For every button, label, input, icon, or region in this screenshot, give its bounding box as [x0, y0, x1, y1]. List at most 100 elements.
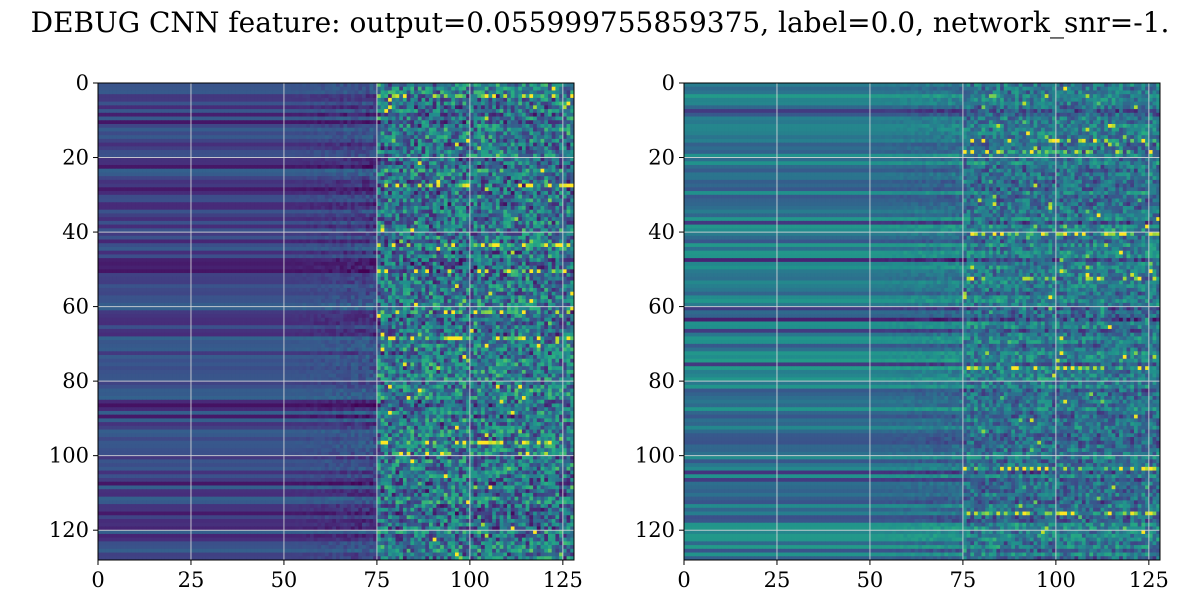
heatmap-cell [283, 183, 289, 188]
heatmap-cell [443, 142, 448, 147]
heatmap-cell [540, 97, 545, 103]
heatmap-cell [455, 161, 460, 166]
heatmap-cell [168, 86, 173, 91]
heatmap-cell [566, 220, 571, 226]
heatmap-cell [112, 191, 117, 196]
heatmap-cell [384, 191, 389, 196]
heatmap-cell [425, 191, 430, 196]
heatmap-cell [138, 153, 144, 158]
heatmap-cell [395, 105, 400, 110]
heatmap-cell [217, 202, 222, 207]
heatmap-cell [276, 220, 281, 226]
heatmap-cell [176, 172, 181, 177]
heatmap-cell [127, 213, 132, 218]
heatmap-cell [350, 161, 355, 166]
heatmap-cell [451, 94, 456, 99]
heatmap-cell [507, 172, 512, 177]
heatmap-cell [246, 168, 251, 173]
heatmap-cell [157, 198, 162, 203]
heatmap-cell [127, 135, 132, 140]
heatmap-cell [309, 90, 315, 95]
heatmap-cell [239, 97, 244, 103]
heatmap-cell [399, 168, 404, 173]
heatmap-cell [224, 120, 229, 125]
heatmap-cell [257, 194, 263, 199]
heatmap-cell [142, 109, 147, 114]
heatmap-cell [217, 176, 222, 181]
heatmap-cell [336, 97, 341, 103]
heatmap-cell [283, 153, 289, 158]
heatmap-cell [391, 224, 396, 229]
heatmap-cell [559, 94, 564, 99]
heatmap-cell [213, 101, 218, 106]
heatmap-cell [384, 172, 389, 177]
heatmap-cell [428, 90, 434, 95]
heatmap-cell [153, 116, 158, 121]
heatmap-cell [109, 127, 114, 132]
heatmap-cell [499, 220, 504, 226]
heatmap-cell [287, 205, 292, 211]
heatmap-cell [198, 101, 203, 106]
heatmap-cell [391, 209, 396, 214]
heatmap-cell [451, 172, 456, 177]
heatmap-cell [135, 164, 140, 170]
heatmap-cell [347, 112, 352, 117]
heatmap-cell [205, 86, 210, 91]
heatmap-cell [339, 179, 344, 185]
heatmap-cell [295, 164, 300, 170]
heatmap-cell [321, 161, 326, 166]
heatmap-cell [521, 131, 527, 136]
heatmap-cell [228, 109, 233, 114]
heatmap-cell [224, 109, 229, 114]
heatmap-cell [518, 224, 523, 229]
heatmap-cell [373, 83, 378, 88]
heatmap-cell [503, 161, 508, 166]
heatmap-cell [417, 131, 422, 136]
heatmap-cell [347, 161, 352, 166]
heatmap-cell [283, 202, 289, 207]
heatmap-cell [120, 83, 125, 88]
heatmap-cell [146, 131, 151, 136]
heatmap-cell [540, 142, 545, 147]
heatmap-cell [209, 112, 214, 117]
heatmap-cell [243, 86, 248, 91]
heatmap-cell [183, 120, 188, 125]
heatmap-cell [443, 90, 448, 95]
heatmap-cell [373, 90, 378, 95]
heatmap-cell [131, 83, 136, 88]
heatmap-cell [488, 168, 493, 173]
heatmap-cell [112, 202, 117, 207]
heatmap-cell [321, 198, 326, 203]
heatmap-cell [124, 123, 129, 129]
heatmap-cell [269, 209, 274, 214]
heatmap-cell [283, 205, 289, 211]
heatmap-cell [388, 194, 393, 199]
heatmap-cell [243, 153, 248, 158]
heatmap-cell [272, 153, 277, 158]
heatmap-cell [306, 153, 311, 158]
heatmap-cell [246, 157, 251, 162]
heatmap-cell [317, 97, 322, 103]
heatmap-cell [410, 105, 415, 110]
heatmap-cell [109, 150, 114, 155]
heatmap-cell [432, 205, 437, 211]
heatmap-cell [521, 157, 527, 162]
heatmap-cell [239, 94, 244, 99]
heatmap-cell [466, 101, 471, 106]
heatmap-cell [518, 198, 523, 203]
heatmap-cell [257, 146, 263, 151]
heatmap-cell [343, 205, 348, 211]
heatmap-cell [425, 220, 430, 226]
heatmap-cell [194, 209, 199, 214]
heatmap-cell [469, 198, 474, 203]
heatmap-cell [291, 176, 296, 181]
heatmap-cell [477, 157, 482, 162]
heatmap-cell [283, 213, 289, 218]
heatmap-cell [559, 202, 564, 207]
heatmap-cell [495, 161, 501, 166]
heatmap-cell [566, 172, 571, 177]
heatmap-cell [562, 127, 567, 132]
heatmap-cell [466, 90, 471, 95]
heatmap-cell [209, 205, 214, 211]
heatmap-cell [239, 123, 244, 129]
